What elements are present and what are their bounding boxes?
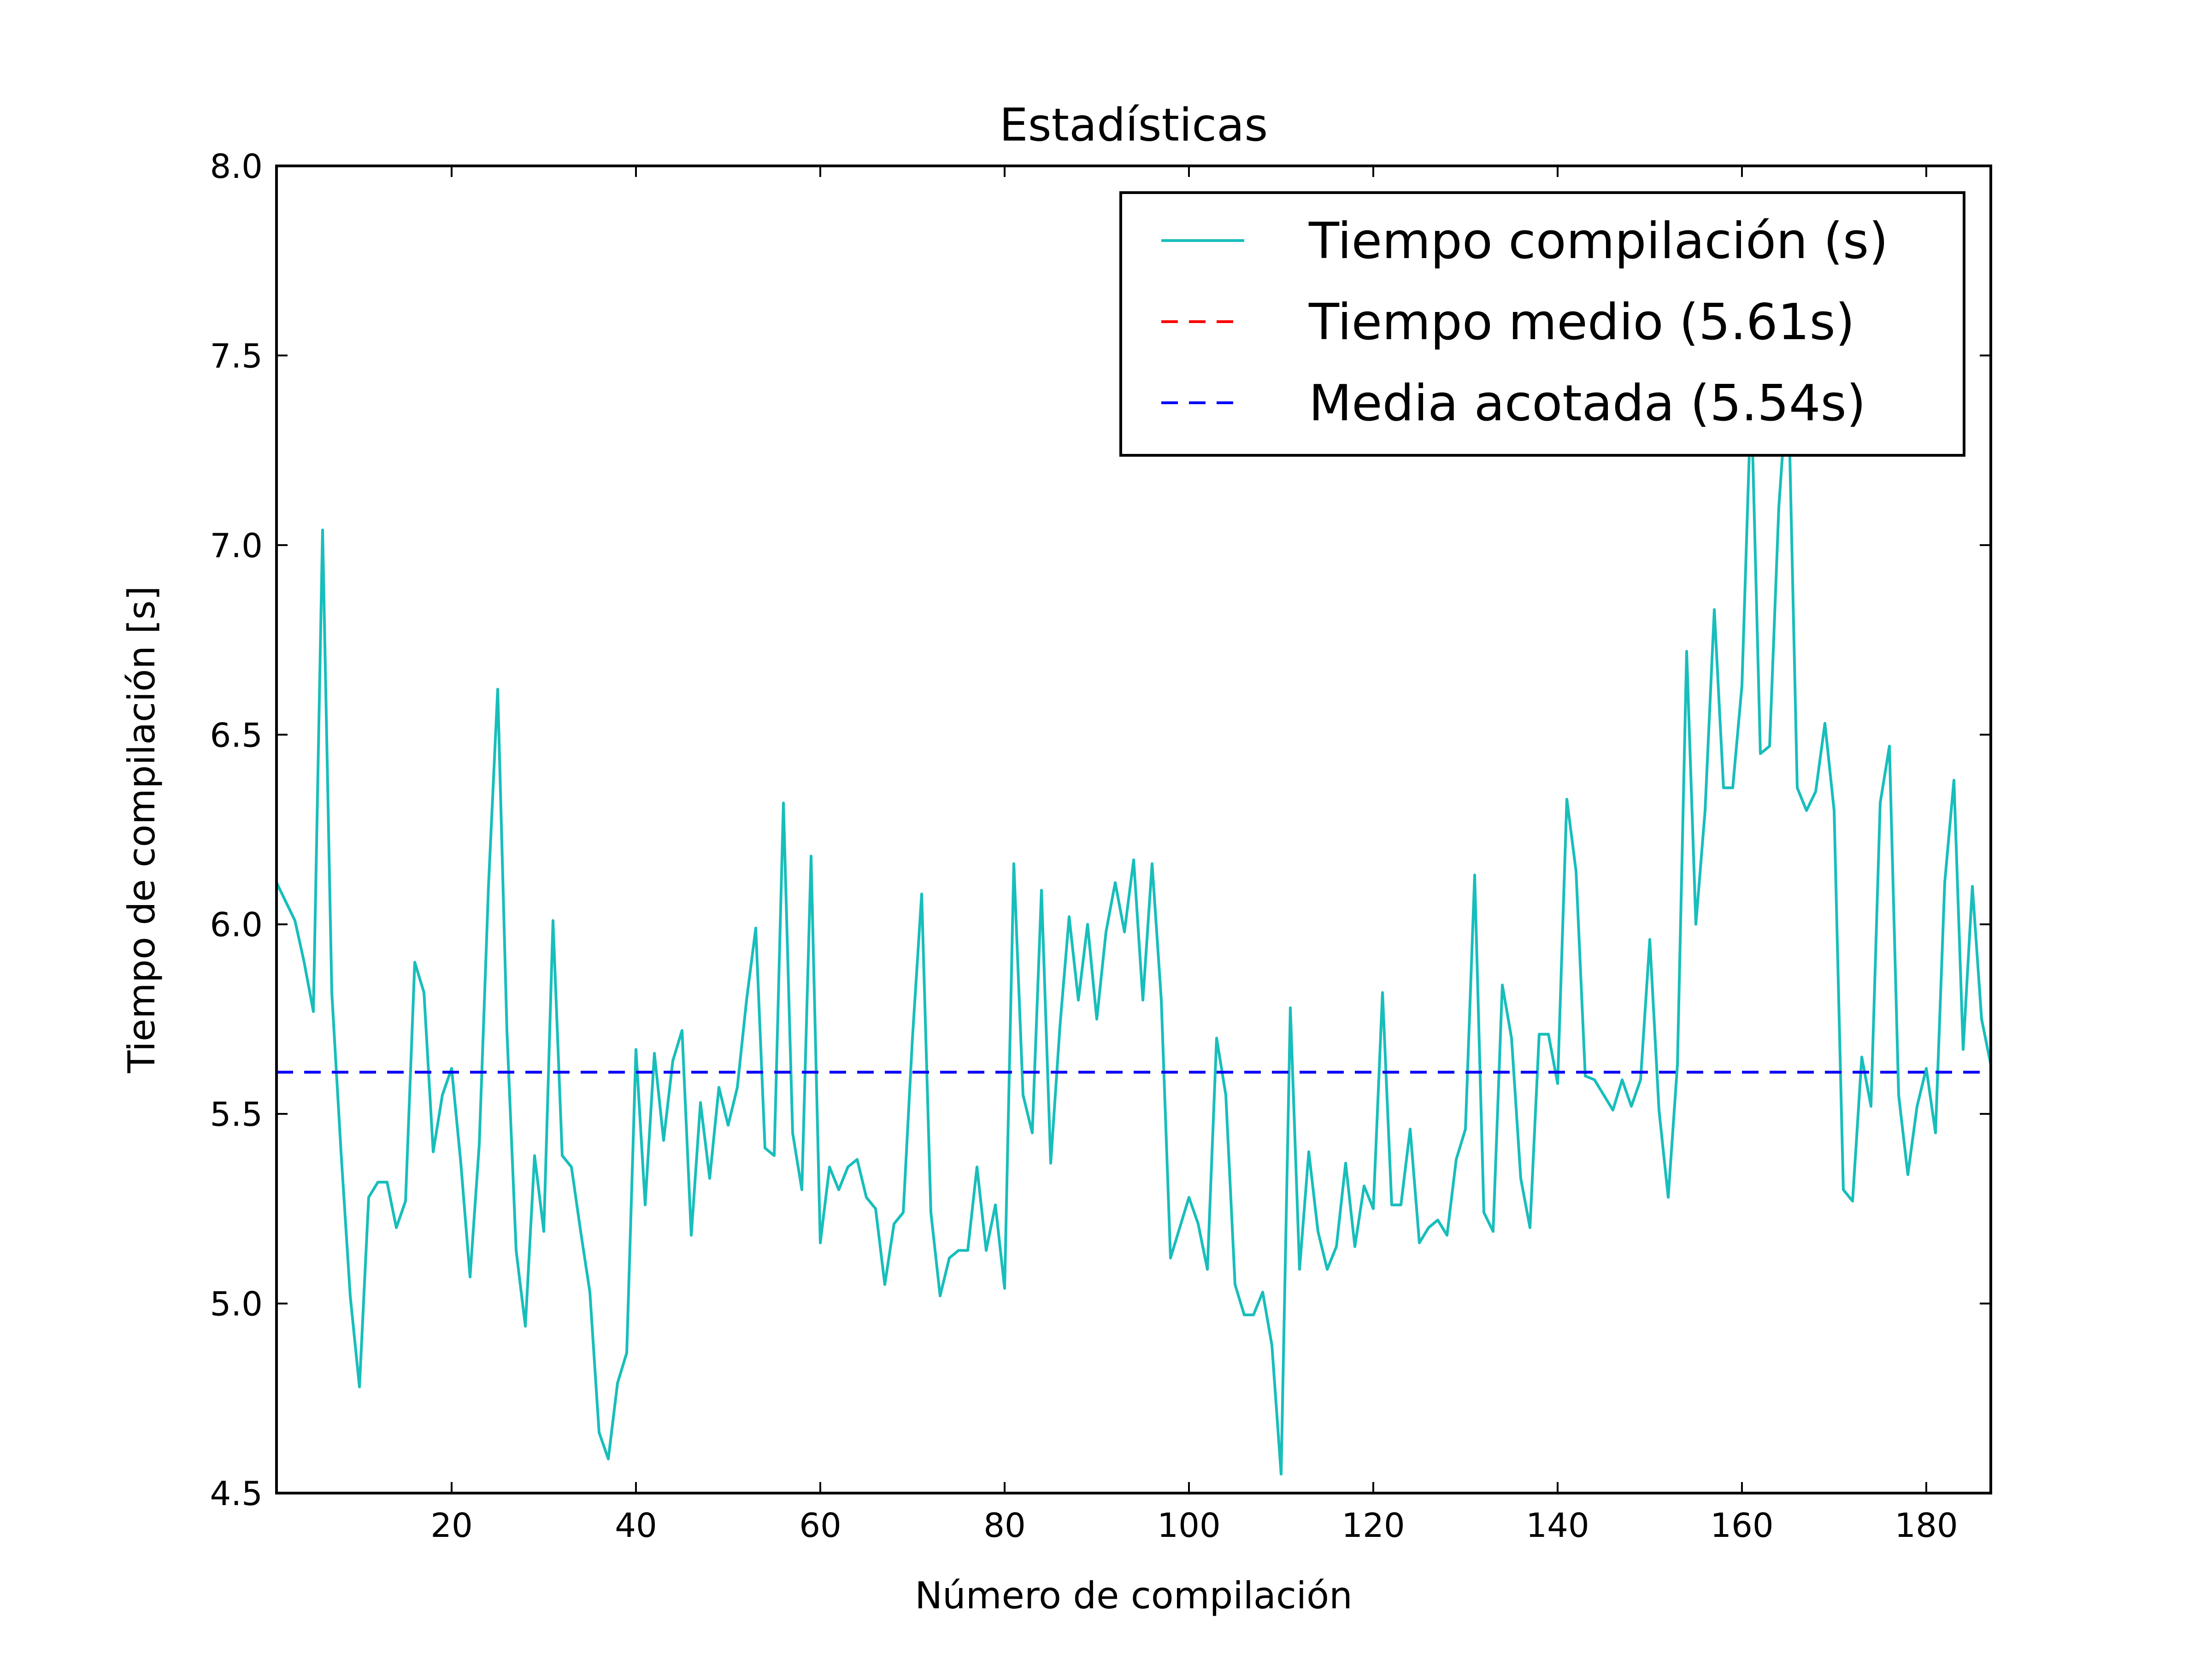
plot-frame <box>275 165 1992 1494</box>
y-axis: 4.5 5.0 5.5 6.0 6.5 7.0 7.5 8.0 <box>210 147 1991 1513</box>
x-tick-label: 140 <box>1526 1506 1589 1545</box>
chart-title: Estadísticas <box>1000 99 1268 152</box>
x-tick-label: 100 <box>1157 1506 1220 1545</box>
y-tick-label: 5.0 <box>210 1285 263 1324</box>
x-tick-label: 80 <box>983 1506 1026 1545</box>
y-tick-label: 5.5 <box>210 1095 263 1134</box>
y-tick-label: 7.5 <box>210 336 263 375</box>
x-tick-label: 20 <box>430 1506 473 1545</box>
series-line-1 <box>276 373 1991 1476</box>
x-tick-label: 160 <box>1710 1506 1773 1545</box>
y-tick-label: 4.5 <box>210 1474 263 1513</box>
x-axis: 20 40 60 80 100 120 140 160 180 <box>430 166 1958 1545</box>
x-tick-label: 40 <box>615 1506 657 1545</box>
y-tick-label: 8.0 <box>210 147 263 186</box>
y-tick-label: 6.5 <box>210 716 263 754</box>
x-tick-label: 60 <box>799 1506 841 1545</box>
legend: Tiempo compilación (s) Tiempo medio (5.61… <box>1119 191 1965 457</box>
legend-label-1: Tiempo compilación (s) <box>1308 212 1888 270</box>
x-axis-label: Número de compilación <box>915 1574 1353 1617</box>
x-tick-label: 120 <box>1341 1506 1405 1545</box>
y-axis-label: Tiempo de compilación [s] <box>120 586 163 1074</box>
legend-label-3: Media acotada (5.54s) <box>1309 375 1866 432</box>
x-tick-label: 180 <box>1894 1506 1958 1545</box>
y-tick-label: 7.0 <box>210 526 263 565</box>
legend-box <box>1119 191 1965 457</box>
series-layer <box>276 373 1991 1476</box>
y-tick-label: 6.0 <box>210 906 263 944</box>
legend-label-2: Tiempo medio (5.61s) <box>1308 294 1855 351</box>
